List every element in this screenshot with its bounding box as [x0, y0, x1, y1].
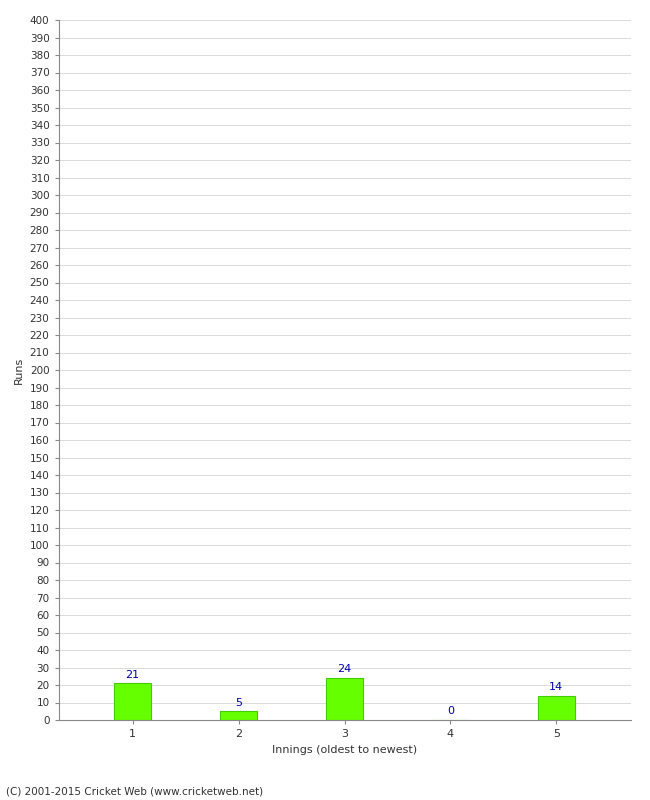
Text: 24: 24	[337, 665, 352, 674]
Text: 21: 21	[125, 670, 140, 680]
Text: 0: 0	[447, 706, 454, 717]
Bar	[326, 678, 363, 720]
Y-axis label: Runs: Runs	[14, 356, 24, 384]
Text: 14: 14	[549, 682, 564, 692]
Bar	[538, 695, 575, 720]
Bar	[114, 683, 151, 720]
X-axis label: Innings (oldest to newest): Innings (oldest to newest)	[272, 745, 417, 754]
Text: 5: 5	[235, 698, 242, 708]
Bar	[220, 711, 257, 720]
Text: (C) 2001-2015 Cricket Web (www.cricketweb.net): (C) 2001-2015 Cricket Web (www.cricketwe…	[6, 786, 264, 796]
